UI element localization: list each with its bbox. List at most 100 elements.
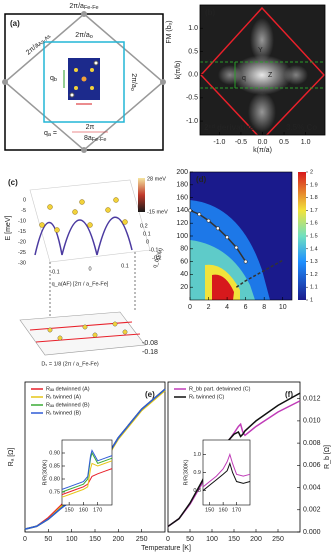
x-tick-label: 4	[225, 304, 229, 311]
marker	[243, 259, 248, 264]
x-tick-label: 100	[206, 536, 218, 543]
text: 8a	[84, 135, 92, 142]
vertex	[2, 79, 8, 85]
x-tick-label: 250	[272, 536, 284, 543]
annotation: X'	[206, 59, 212, 66]
label: 2π	[86, 124, 95, 131]
annotation: 2ⁿᵈ derivative	[204, 123, 255, 132]
axis-label: E [meV]	[5, 216, 12, 241]
series-line	[61, 460, 113, 498]
x-axis-label: Temperature [K]	[141, 545, 191, 552]
panel-label: (e)	[145, 390, 155, 399]
panel-c: (c) E [meV] 0-5-10-15-20-25-300.20.10-0.…	[5, 176, 168, 367]
text: 2π/a	[75, 32, 90, 39]
y-tick-label: 0.004	[303, 484, 321, 491]
vertex	[81, 11, 87, 17]
x-tick-label: 160	[79, 507, 88, 513]
panel-d-map	[190, 172, 292, 300]
marker	[206, 218, 211, 223]
label: 2π/ao	[129, 73, 138, 91]
x-tick-label: 150	[228, 536, 240, 543]
y-tick-label: 120	[176, 220, 188, 227]
x-tick-label: 0.0	[258, 139, 268, 146]
y-tick-label: 0.010	[303, 418, 321, 425]
legend-label: Rₜ twinned (A)	[46, 394, 81, 400]
marker	[234, 245, 239, 250]
y-axis-label: Rₐ [Ω]	[8, 448, 15, 467]
y-axis-label: R_b [Ω]	[324, 445, 331, 469]
colorbar-tick-label: 1.8	[310, 195, 318, 201]
y-tick-label: 0.85	[49, 463, 60, 469]
tick-label: 0	[146, 239, 149, 245]
y-tick-label: 1.0	[188, 25, 198, 32]
x-tick-label: 200	[250, 536, 262, 543]
tick-labels: 0-5-10-15-20-25-300.20.10-0.1-0.2-0.1 0 0.…	[18, 197, 161, 275]
series-line	[235, 259, 284, 288]
annotation: Z	[268, 72, 273, 79]
legend-label: R_bb part. detwinned (C)	[189, 386, 251, 392]
y-tick-label: -15	[18, 229, 26, 235]
axis-label: FM (bₒ)	[166, 20, 173, 43]
x-axis-label: k(π/a)	[253, 147, 272, 154]
x-tick-label: 100	[66, 536, 78, 543]
y-tick-label: 0.012	[303, 396, 321, 403]
colorbar-label: -15 meV	[147, 209, 168, 215]
y-tick-label: 0.006	[303, 462, 321, 469]
series-line	[167, 392, 301, 528]
colorbar-label: 28 meV	[147, 176, 166, 182]
y-tick-label: 0.000	[303, 529, 321, 536]
subscript: o	[129, 88, 135, 91]
marker	[225, 235, 229, 240]
annotation: Y	[258, 47, 263, 54]
label: 2π/aFe-Fe	[69, 3, 98, 12]
annotation: 3.5% Co	[286, 123, 317, 132]
inset-frame	[202, 439, 251, 506]
y-tick-label: 0.002	[303, 507, 321, 514]
text: 2π/a	[69, 3, 84, 10]
y-tick-label: 60	[180, 258, 188, 265]
x-tick-label: 150	[205, 507, 214, 513]
x-tick-label: 170	[232, 507, 241, 513]
x-tick-label: 0.5	[279, 139, 289, 146]
x-tick-label: 150	[65, 507, 74, 513]
legend-label: Rₐₐ detwinned (A)	[46, 386, 90, 392]
panel-label: (c)	[8, 178, 18, 187]
x-tick-label: 0	[23, 536, 27, 543]
x-tick-label: 50	[186, 536, 194, 543]
text: 2π/a	[130, 73, 137, 88]
x-tick-label: -0.5	[235, 139, 247, 146]
colorbar-tick-label: 2	[310, 169, 313, 175]
y-tick-label: -1.0	[186, 118, 198, 125]
y-tick-label: 180	[176, 182, 188, 189]
y-tick-label: -30	[18, 260, 26, 266]
y-axis-label: k(π/b)	[175, 61, 182, 80]
marker	[197, 212, 202, 217]
colorbar-tick-label: 1.9	[310, 182, 318, 188]
y-tick-label: 40	[180, 271, 188, 278]
tick-label: -0.1	[149, 247, 158, 253]
y-tick-label: 0.5	[188, 48, 198, 55]
x-tick-label: 2	[207, 304, 211, 311]
y-tick-label: 160	[176, 194, 188, 201]
y-tick-label: -25	[18, 250, 26, 256]
marker	[188, 208, 192, 213]
tick-label: -0.2	[152, 255, 161, 261]
y-tick-label: 0.9	[193, 470, 201, 476]
x-tick-label: 150	[89, 536, 101, 543]
line-label: -0.18	[142, 349, 158, 356]
axis-label: q_a(AF) [2π / a_Fe-Fe]	[52, 281, 109, 287]
inset-frame	[61, 439, 113, 506]
line-label: -0.08	[142, 340, 158, 347]
panel-label: (a)	[10, 19, 20, 28]
y-tick-label: 140	[176, 207, 188, 214]
panel-b-image	[200, 5, 325, 135]
x-tick-label: 1.0	[301, 139, 311, 146]
x-tick-label: 8	[262, 304, 266, 311]
x-tick-label: -0.1	[50, 269, 59, 275]
legend-label: Rₐₐ detwinned (B)	[46, 402, 90, 408]
y-tick-label: -20	[18, 239, 26, 245]
y-tick-label: -0.5	[186, 95, 198, 102]
subscript: Fe-Fe	[92, 137, 107, 143]
subscript: b	[54, 77, 57, 83]
